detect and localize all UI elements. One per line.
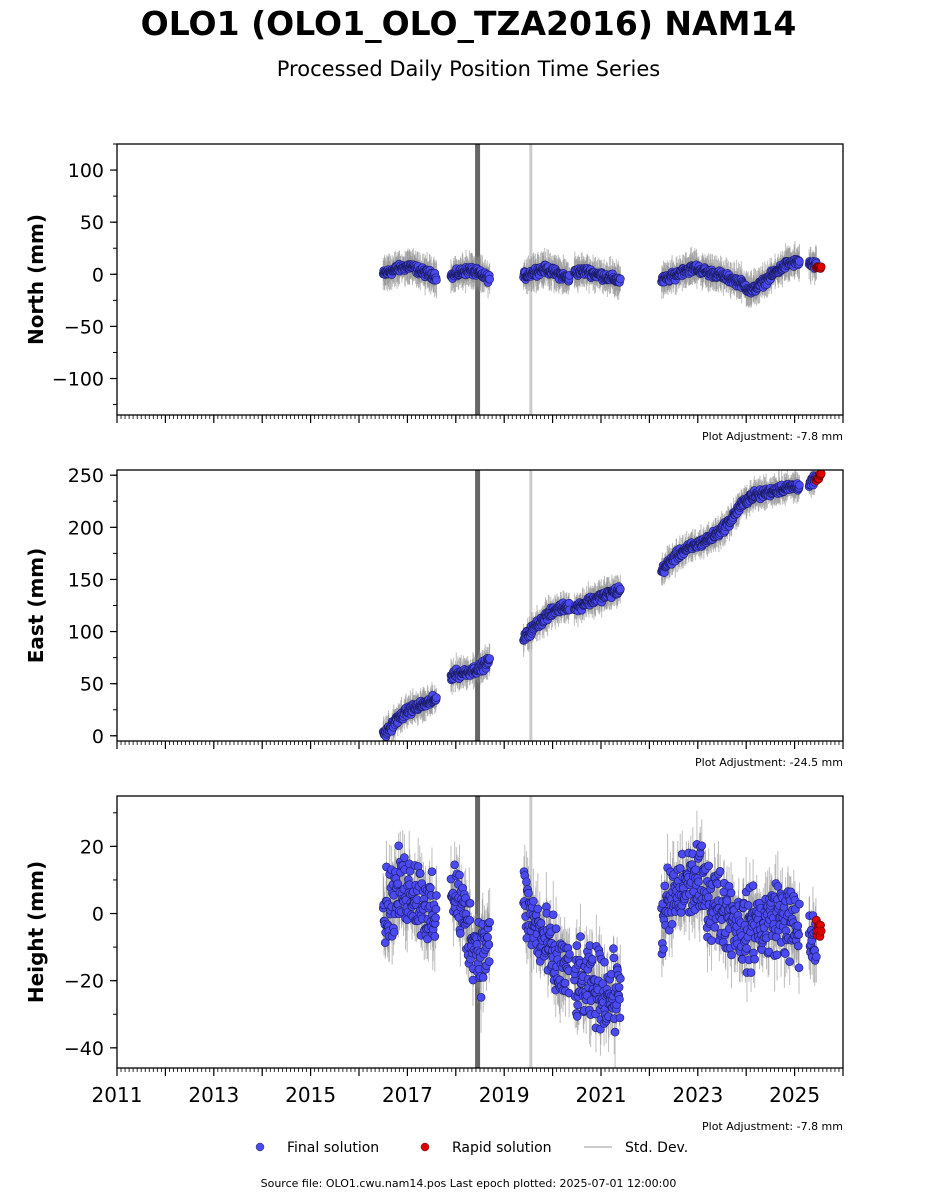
final-solution-point (431, 904, 441, 914)
final-solution-point (432, 693, 441, 702)
final-solution-point (400, 853, 409, 862)
final-solution-point (536, 918, 546, 928)
final-solution-point (795, 480, 804, 490)
plot-adjustment-label: Plot Adjustment: -7.8 mm (702, 430, 843, 443)
y-axis-label: East (mm) (24, 548, 48, 664)
final-solution-point (465, 915, 475, 925)
final-solution-point (522, 877, 531, 887)
final-solution-point (560, 978, 570, 988)
y-tick-label: −50 (64, 316, 104, 338)
final-solution-point (484, 940, 494, 949)
chart-subtitle: Processed Daily Position Time Series (276, 57, 661, 81)
final-solution-point (478, 973, 488, 982)
final-solution-point (405, 866, 415, 876)
final-solution-point (485, 274, 494, 284)
final-solution-point (551, 924, 561, 933)
final-solution-point (524, 888, 533, 898)
final-solution-point (427, 867, 437, 876)
final-solution-point (483, 933, 492, 942)
final-solution-point (485, 654, 494, 663)
final-solution-point (573, 1000, 582, 1010)
rapid-solution-point (816, 470, 826, 478)
final-solution-point (576, 932, 585, 941)
final-solution-point (380, 938, 390, 948)
final-solution-point (430, 932, 440, 941)
final-solution-point (548, 910, 558, 920)
y-tick-label: 150 (68, 569, 104, 591)
final-solution-point (587, 955, 597, 964)
final-solution-point (533, 904, 543, 914)
y-tick-label: 50 (80, 674, 104, 696)
final-solution-point (465, 898, 475, 908)
final-solution-point (795, 257, 804, 266)
y-tick-label: 250 (68, 465, 104, 487)
y-tick-label: 0 (92, 726, 104, 748)
plot-adjustment-label: Plot Adjustment: -24.5 mm (695, 756, 843, 769)
final-solution-point (426, 883, 435, 893)
final-solution-point (450, 860, 459, 870)
panel-1: 250 200 150 100 50 0 East (mm) Plot Adjustment:… (24, 465, 844, 769)
plot-area (378, 470, 826, 741)
y-tick-label: −100 (52, 369, 104, 391)
final-solution-point (432, 275, 441, 285)
chart-title: OLO1 (OLO1_OLO_TZA2016) NAM14 (140, 4, 797, 43)
y-tick-label: 100 (68, 622, 104, 644)
final-solution-point (415, 869, 425, 878)
panel-0: 100 50 0 −50 −100 North (mm) Plot Adjustment: … (24, 143, 844, 443)
plot-area (378, 796, 826, 1068)
final-solution-point (431, 913, 440, 922)
final-solution-point (616, 584, 625, 594)
final-solution-point (600, 957, 609, 967)
final-solution-point (393, 879, 403, 889)
final-solution-point (484, 957, 494, 966)
final-solution-point (572, 1012, 582, 1021)
final-solution-point (394, 841, 403, 851)
y-tick-label: 200 (68, 517, 104, 539)
final-solution-point (485, 917, 494, 927)
final-solution-point (572, 941, 582, 950)
y-axis-label: North (mm) (24, 214, 48, 345)
final-solution-point (432, 891, 441, 900)
final-solution-point (456, 929, 465, 938)
y-tick-label: 0 (92, 264, 104, 286)
final-solution-point (389, 927, 399, 937)
final-solution-point (476, 993, 486, 1002)
final-solution-point (529, 896, 538, 906)
rapid-solution-point (816, 262, 826, 272)
y-tick-label: 50 (80, 212, 104, 234)
y-tick-label: 100 (68, 160, 104, 182)
final-solution-point (565, 949, 574, 959)
final-solution-point (455, 870, 464, 880)
plot-area (378, 144, 826, 415)
final-solution-point (616, 274, 625, 284)
